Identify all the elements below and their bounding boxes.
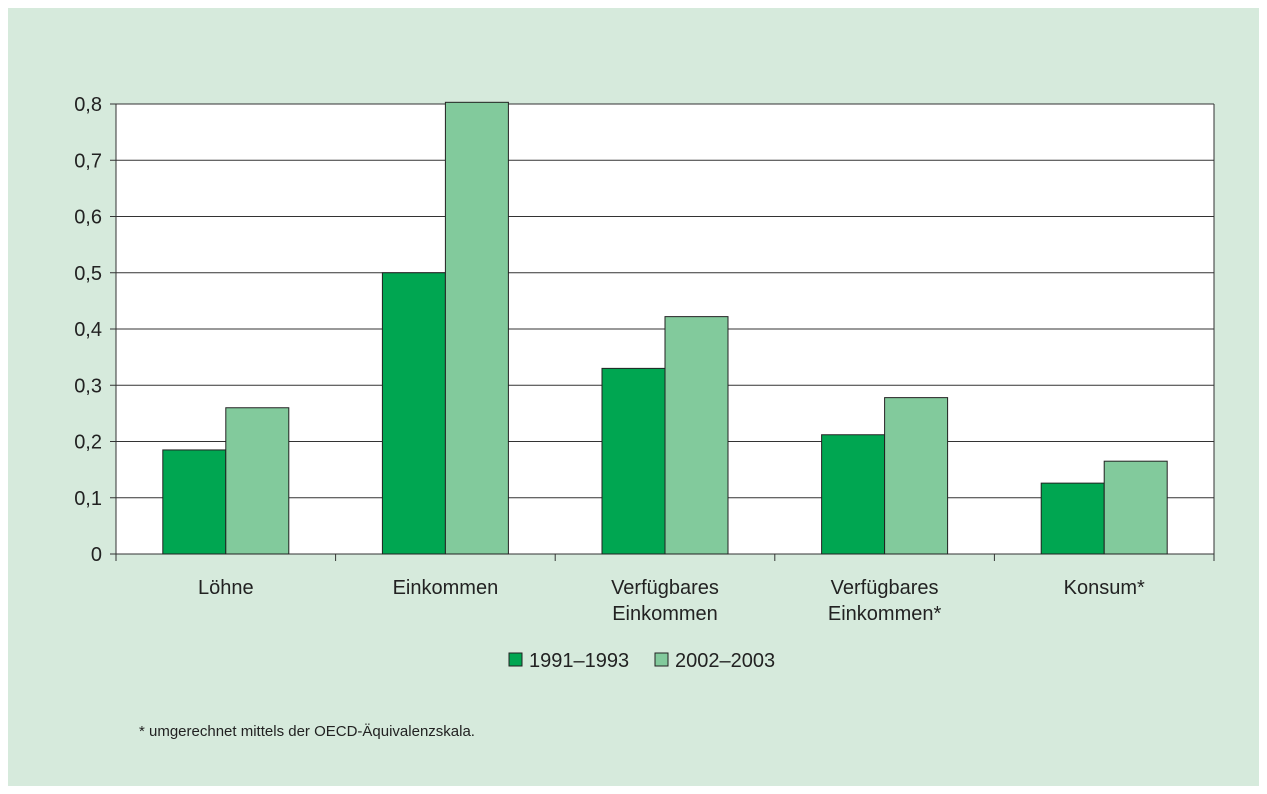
bar bbox=[1040, 482, 1105, 555]
x-tick-label: Löhne bbox=[198, 577, 254, 599]
y-tick-label: 0,1 bbox=[74, 488, 102, 510]
bar bbox=[664, 316, 729, 555]
x-tick-label: Einkommen bbox=[393, 577, 499, 599]
legend-swatch bbox=[508, 652, 523, 667]
x-tick-label: Verfügbares bbox=[831, 577, 939, 599]
bar bbox=[601, 367, 666, 555]
legend-label: 1991–1993 bbox=[529, 650, 629, 672]
bar bbox=[444, 101, 509, 555]
bar bbox=[1103, 460, 1168, 555]
x-tick-label: Konsum* bbox=[1064, 577, 1145, 599]
y-tick-label: 0,7 bbox=[74, 150, 102, 172]
x-tick-label: Verfügbares bbox=[611, 577, 719, 599]
legend-label: 2002–2003 bbox=[675, 650, 775, 672]
bar-chart: 0 0,1 0,2 0,3 0,4 0,5 0,6 0,7 0,8 Löhne Einkommen V… bbox=[74, 94, 1215, 672]
bar bbox=[162, 449, 227, 555]
bar bbox=[821, 434, 886, 555]
legend-swatch bbox=[654, 652, 669, 667]
x-tick-label: Einkommen* bbox=[828, 603, 942, 625]
y-tick-label: 0,6 bbox=[74, 207, 102, 229]
bar bbox=[225, 407, 290, 555]
x-tick-label: Einkommen bbox=[612, 603, 718, 625]
y-tick-label: 0 bbox=[91, 544, 102, 566]
chart-panel: 0 0,1 0,2 0,3 0,4 0,5 0,6 0,7 0,8 Löhne Einkommen V… bbox=[8, 8, 1259, 786]
y-tick-label: 0,4 bbox=[74, 319, 102, 341]
y-tick-label: 0,3 bbox=[74, 375, 102, 397]
y-tick-label: 0,5 bbox=[74, 263, 102, 285]
bar bbox=[884, 397, 949, 555]
bar bbox=[381, 272, 446, 555]
y-tick-label: 0,8 bbox=[74, 94, 102, 116]
y-tick-label: 0,2 bbox=[74, 432, 102, 454]
footnote: * umgerechnet mittels der OECD-Äquivalen… bbox=[139, 723, 475, 740]
